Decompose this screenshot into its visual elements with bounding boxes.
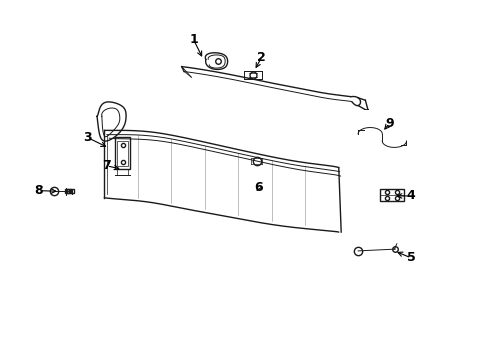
Bar <box>379 189 403 201</box>
Text: 7: 7 <box>102 159 111 172</box>
Text: 8: 8 <box>35 184 43 197</box>
Text: 1: 1 <box>189 33 198 46</box>
Text: 5: 5 <box>406 252 415 265</box>
Bar <box>115 138 130 169</box>
Text: 6: 6 <box>254 181 263 194</box>
Text: 9: 9 <box>385 117 393 130</box>
Text: 3: 3 <box>83 131 92 144</box>
Text: 4: 4 <box>406 189 415 202</box>
Bar <box>117 141 128 166</box>
Text: 2: 2 <box>257 51 265 64</box>
